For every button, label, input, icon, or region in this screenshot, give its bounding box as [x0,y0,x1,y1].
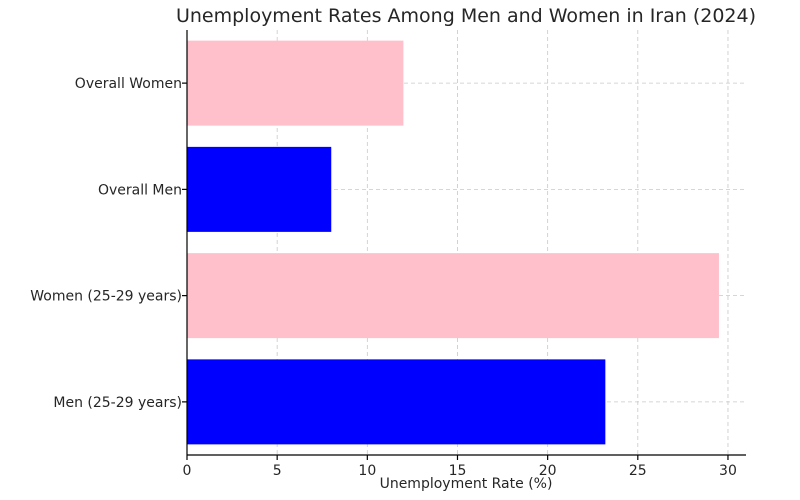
x-tick-label: 5 [273,463,282,479]
axes [182,30,746,460]
x-tick-label: 10 [358,463,376,479]
bar-overall-men [187,146,332,232]
x-axis-label: Unemployment Rate (%) [380,476,553,492]
tick-labels: 0 5 10 15 20 25 30 Men (25-29 years) Women (25-2… [30,76,737,479]
x-tick-label: 25 [629,463,647,479]
bar-overall-women [187,40,404,126]
x-tick-label: 30 [719,463,737,479]
x-tick-label: 20 [539,463,557,479]
bar-women-25-29-years [187,253,719,339]
y-tick-label: Overall Women [75,76,182,92]
y-tick-label: Women (25-29 years) [30,289,182,305]
x-tick-label: 15 [449,463,467,479]
bars [187,40,719,445]
chart-title: Unemployment Rates Among Men and Women i… [176,5,756,27]
bar-men-25-29-years [187,359,606,445]
y-tick-label: Men (25-29 years) [53,395,182,411]
x-tick-label: 0 [183,463,192,479]
y-tick-label: Overall Men [98,182,182,198]
